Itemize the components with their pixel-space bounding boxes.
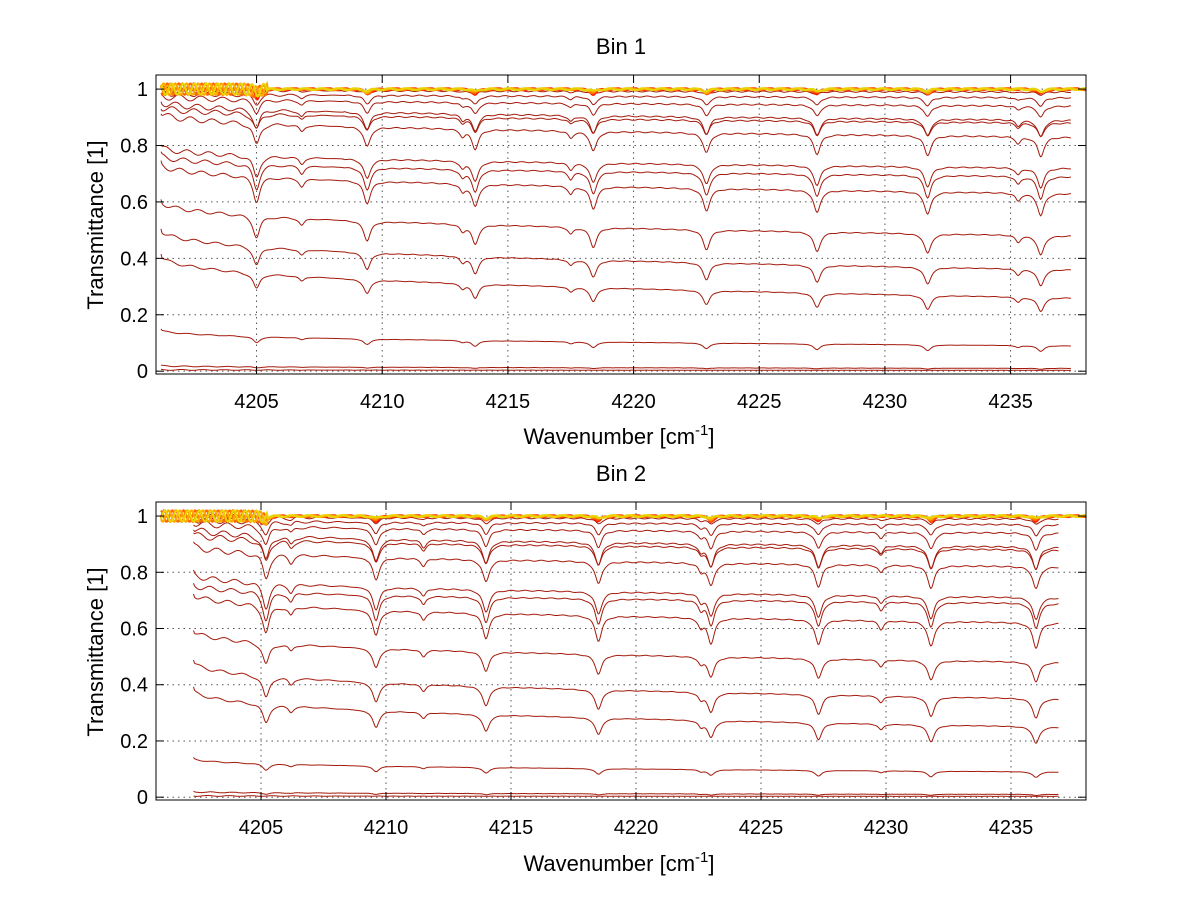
y-tick-label: 0.6 bbox=[120, 619, 148, 641]
series-line bbox=[160, 106, 1071, 138]
x-axis-label: Wavenumber [cm-1] bbox=[523, 849, 714, 876]
series-line bbox=[160, 144, 1071, 189]
series-line bbox=[160, 101, 1071, 138]
x-tick-label: 4230 bbox=[864, 817, 909, 839]
series-group bbox=[159, 508, 1087, 797]
series-group bbox=[159, 80, 1087, 371]
x-tick-label: 4205 bbox=[234, 391, 279, 413]
y-tick-label: 0.8 bbox=[120, 562, 148, 584]
series-line bbox=[193, 686, 1059, 744]
x-axis-label-close: ] bbox=[708, 851, 714, 876]
y-axis-label: Transmittance [1] bbox=[83, 140, 108, 309]
x-tick-label: 4205 bbox=[239, 817, 284, 839]
series-line bbox=[193, 593, 1059, 649]
y-tick-label: 0 bbox=[137, 787, 148, 809]
series-line-near-unity bbox=[160, 82, 1086, 98]
y-axis-label: Transmittance [1] bbox=[83, 567, 108, 736]
panel-title: Bin 2 bbox=[596, 461, 646, 486]
panel-bin-1: Bin 1 4205 4210 4215 4220 4225 4230 4235 0 0.2 0.… bbox=[83, 34, 1087, 449]
x-tick-label: 4220 bbox=[611, 391, 656, 413]
y-tick-label: 1 bbox=[137, 79, 148, 101]
series-line bbox=[193, 516, 1059, 537]
ticks: 4205 4210 4215 4220 4225 4230 4235 0 0.2 0.4 0.6 0.… bbox=[120, 75, 1086, 413]
series-line bbox=[160, 364, 1071, 370]
x-tick-label: 4210 bbox=[360, 391, 405, 413]
x-axis-label-superscript: -1 bbox=[695, 849, 708, 866]
x-tick-label: 4225 bbox=[737, 391, 782, 413]
panel-title: Bin 1 bbox=[596, 34, 646, 59]
y-tick-label: 1 bbox=[137, 506, 148, 528]
series-line bbox=[160, 328, 1071, 352]
series-line bbox=[160, 199, 1071, 256]
panel-bin-2: Bin 2 4205 4210 4215 4220 4225 4230 4235 0 0.2 0.… bbox=[83, 461, 1087, 876]
series-line-near-unity bbox=[159, 508, 1087, 524]
y-tick-label: 0.4 bbox=[120, 675, 148, 697]
series-line bbox=[160, 151, 1071, 201]
x-tick-label: 4235 bbox=[988, 391, 1033, 413]
series-line bbox=[193, 757, 1059, 778]
series-line bbox=[160, 88, 1072, 107]
axes-box bbox=[155, 74, 1087, 375]
series-line bbox=[160, 228, 1071, 287]
series-line bbox=[193, 520, 1059, 551]
series-line bbox=[193, 541, 1059, 590]
y-tick-label: 0 bbox=[137, 361, 148, 383]
series-line bbox=[193, 527, 1059, 570]
series-line bbox=[160, 368, 1071, 371]
axes-box bbox=[155, 501, 1087, 801]
x-axis-label-text: Wavenumber [cm bbox=[523, 851, 695, 876]
y-tick-label: 0.6 bbox=[120, 192, 148, 214]
x-axis-label-text: Wavenumber [cm bbox=[523, 424, 695, 449]
x-axis-label-close: ] bbox=[708, 424, 714, 449]
x-tick-label: 4225 bbox=[739, 817, 784, 839]
x-tick-label: 4235 bbox=[989, 817, 1034, 839]
series-line bbox=[193, 532, 1059, 570]
x-axis-label: Wavenumber [cm-1] bbox=[523, 422, 714, 449]
series-line bbox=[193, 569, 1059, 621]
series-line bbox=[193, 659, 1059, 719]
y-tick-label: 0.8 bbox=[120, 136, 148, 158]
ticks: 4205 4210 4215 4220 4225 4230 4235 0 0.2 0.4 0.6 0.… bbox=[120, 502, 1086, 839]
x-tick-label: 4215 bbox=[489, 817, 534, 839]
series-line bbox=[160, 253, 1071, 313]
series-line bbox=[193, 583, 1059, 629]
y-tick-label: 0.2 bbox=[120, 731, 148, 753]
series-line bbox=[160, 92, 1071, 118]
series-line bbox=[193, 795, 1059, 797]
x-axis-label-superscript: -1 bbox=[695, 422, 708, 439]
series-line bbox=[160, 112, 1071, 158]
y-tick-label: 0.4 bbox=[120, 248, 148, 270]
series-line bbox=[160, 160, 1071, 217]
y-tick-label: 0.2 bbox=[120, 305, 148, 327]
x-tick-label: 4210 bbox=[364, 817, 409, 839]
x-tick-label: 4230 bbox=[863, 391, 908, 413]
series-line bbox=[193, 790, 1059, 797]
x-tick-label: 4220 bbox=[614, 817, 659, 839]
x-tick-label: 4215 bbox=[486, 391, 531, 413]
series-line bbox=[193, 630, 1059, 683]
